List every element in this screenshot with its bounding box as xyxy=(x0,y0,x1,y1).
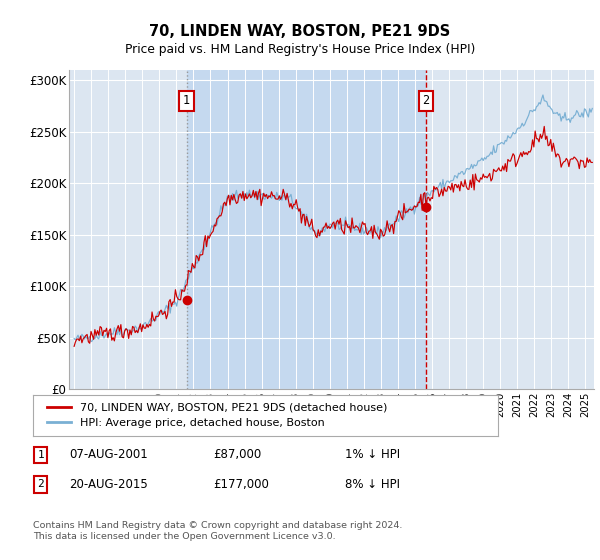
Text: Contains HM Land Registry data © Crown copyright and database right 2024.
This d: Contains HM Land Registry data © Crown c… xyxy=(33,521,403,540)
Legend: 70, LINDEN WAY, BOSTON, PE21 9DS (detached house), HPI: Average price, detached : 70, LINDEN WAY, BOSTON, PE21 9DS (detach… xyxy=(43,399,391,432)
Text: 1: 1 xyxy=(37,450,44,460)
Text: 2: 2 xyxy=(422,95,430,108)
Text: £177,000: £177,000 xyxy=(213,478,269,491)
Text: 1: 1 xyxy=(183,95,190,108)
Text: £87,000: £87,000 xyxy=(213,448,261,461)
Bar xyxy=(187,70,426,389)
Text: 07-AUG-2001: 07-AUG-2001 xyxy=(69,448,148,461)
Text: 8% ↓ HPI: 8% ↓ HPI xyxy=(345,478,400,491)
Text: 20-AUG-2015: 20-AUG-2015 xyxy=(69,478,148,491)
Text: Price paid vs. HM Land Registry's House Price Index (HPI): Price paid vs. HM Land Registry's House … xyxy=(125,43,475,56)
Text: 1% ↓ HPI: 1% ↓ HPI xyxy=(345,448,400,461)
Text: 70, LINDEN WAY, BOSTON, PE21 9DS: 70, LINDEN WAY, BOSTON, PE21 9DS xyxy=(149,24,451,39)
Text: 2: 2 xyxy=(37,479,44,489)
